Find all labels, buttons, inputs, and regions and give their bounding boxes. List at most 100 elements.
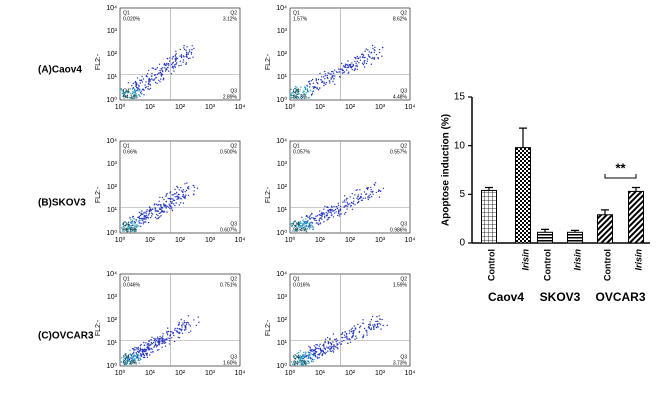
cytometry-dot bbox=[133, 97, 136, 100]
cytometry-dot bbox=[145, 349, 147, 351]
cytometry-dot bbox=[321, 76, 323, 78]
cytometry-dot bbox=[336, 343, 338, 345]
cytometry-dot bbox=[312, 354, 315, 357]
cytometry-dot bbox=[129, 358, 131, 361]
error-bar bbox=[541, 228, 549, 233]
cytometry-dot bbox=[291, 230, 294, 232]
cytometry-dot bbox=[332, 80, 334, 83]
cytometry-dot bbox=[354, 338, 356, 341]
cytometry-dot bbox=[184, 197, 186, 200]
cytometry-dot bbox=[304, 359, 306, 361]
cytometry-dot bbox=[363, 334, 365, 336]
cytometry-dot bbox=[156, 218, 158, 220]
row-label: (B)SKOV3 bbox=[38, 198, 86, 209]
x-tick-label: 10¹ bbox=[315, 104, 326, 111]
y-tick-label: 10³ bbox=[107, 28, 118, 35]
quadrant-name: Q1 bbox=[293, 143, 300, 149]
cytometry-dot bbox=[377, 326, 379, 328]
cytometry-dot bbox=[354, 204, 356, 206]
cytometry-dot bbox=[135, 349, 137, 351]
cytometry-dot bbox=[309, 89, 312, 92]
cytometry-dot bbox=[345, 332, 348, 335]
cytometry-dot bbox=[174, 63, 176, 66]
cytometry-dot bbox=[299, 350, 302, 352]
cytometry-dot bbox=[308, 216, 310, 219]
quadrant-percent: 1.60% bbox=[223, 360, 238, 366]
cytometry-dot bbox=[159, 81, 161, 83]
cytometry-dot bbox=[140, 217, 142, 220]
cytometry-dot bbox=[297, 358, 300, 360]
x-tick-label: 10¹ bbox=[315, 237, 326, 244]
cytometry-dot bbox=[139, 357, 141, 359]
cytometry-dot bbox=[315, 219, 317, 222]
cytometry-dot bbox=[131, 220, 133, 223]
cytometry-dot bbox=[123, 92, 125, 94]
cytometry-dot bbox=[311, 217, 313, 219]
cytometry-dot bbox=[152, 341, 155, 344]
cytometry-dot bbox=[302, 223, 304, 225]
plot-frame bbox=[119, 140, 241, 234]
cytometry-dot bbox=[171, 62, 174, 64]
cytometry-dot bbox=[139, 79, 141, 81]
cytometry-dot bbox=[160, 208, 162, 211]
cytometry-dot bbox=[360, 199, 363, 201]
cytometry-dot bbox=[161, 70, 164, 72]
cytometry-dot bbox=[180, 330, 182, 332]
cytometry-dot bbox=[375, 191, 378, 194]
y-tick-label: 10³ bbox=[277, 294, 288, 301]
y-axis-label: FL2:- bbox=[265, 319, 272, 336]
cytometry-dot bbox=[355, 335, 357, 337]
cytometry-dot bbox=[183, 44, 185, 47]
y-tick-label: 10⁴ bbox=[276, 138, 287, 145]
cytometry-dot bbox=[315, 215, 317, 218]
cytometry-dot bbox=[131, 219, 134, 222]
quadrant-name: Q1 bbox=[293, 276, 300, 282]
quadrant-name: Q2 bbox=[230, 276, 237, 282]
cytometry-dot bbox=[377, 58, 379, 60]
y-axis-label: Apoptose induction (%) bbox=[441, 114, 452, 226]
cytometry-dot bbox=[158, 200, 160, 202]
cytometry-dot bbox=[139, 92, 142, 94]
cytometry-dot bbox=[381, 318, 383, 321]
cytometry-dot bbox=[197, 316, 199, 318]
cytometry-dot bbox=[336, 71, 338, 74]
cytometry-dot bbox=[157, 210, 159, 212]
cytometry-dot bbox=[168, 203, 170, 205]
y-tick-label: 10³ bbox=[107, 294, 118, 301]
cytometry-dot bbox=[148, 210, 150, 212]
cytometry-dot bbox=[334, 208, 337, 211]
quadrant-percent: 0.020% bbox=[123, 16, 141, 22]
cytometry-dot bbox=[141, 351, 143, 353]
y-axis-label: FL2:- bbox=[95, 186, 102, 203]
cytometry-dot bbox=[309, 228, 311, 230]
cytometry-dot bbox=[157, 72, 160, 75]
cytometry-dot bbox=[329, 342, 332, 344]
cytometry-dot bbox=[348, 65, 350, 68]
cytometry-dot bbox=[176, 195, 179, 197]
cytometry-dot bbox=[291, 225, 293, 227]
cytometry-dot bbox=[151, 208, 154, 210]
cytometry-dot bbox=[123, 94, 126, 96]
cytometry-dot bbox=[314, 348, 317, 351]
cytometry-dot bbox=[324, 73, 327, 75]
cytometry-dot bbox=[129, 231, 132, 233]
cytometry-dot bbox=[320, 351, 322, 353]
cytometry-dot bbox=[324, 205, 326, 208]
cytometry-dot bbox=[160, 67, 162, 70]
cytometry-dot bbox=[128, 360, 131, 362]
cytometry-dot bbox=[369, 193, 372, 196]
cytometry-dot bbox=[312, 349, 315, 352]
cytometry-dot bbox=[346, 66, 348, 69]
cytometry-dot bbox=[140, 222, 142, 224]
cytometry-dot bbox=[136, 355, 138, 357]
cytometry-dot bbox=[360, 196, 363, 198]
cytometry-dot bbox=[353, 325, 355, 327]
cytometry-dot bbox=[180, 55, 183, 57]
cytometry-dot bbox=[125, 356, 127, 359]
cytometry-dot bbox=[295, 230, 297, 232]
cytometry-dot bbox=[371, 44, 374, 47]
cytometry-dot bbox=[142, 353, 144, 355]
cytometry-dot bbox=[186, 46, 188, 48]
cytometry-dot bbox=[124, 360, 126, 362]
